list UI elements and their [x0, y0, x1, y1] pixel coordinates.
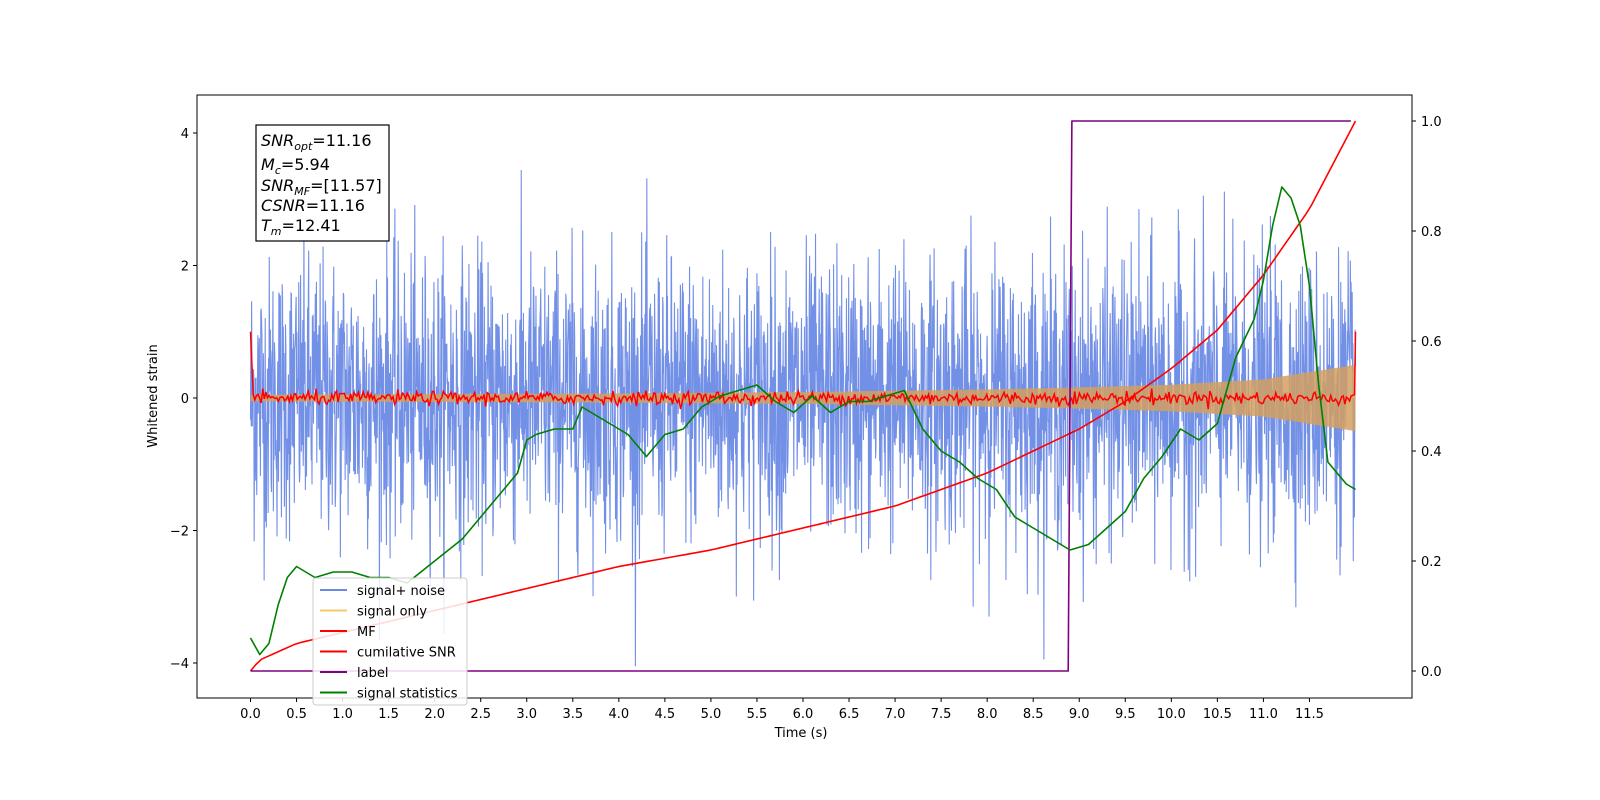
plot-frame [196, 94, 1413, 699]
info-mc: Mc=5.94 [261, 155, 330, 177]
mf-series [249, 331, 1357, 410]
x-tick-label: 3.0 [516, 707, 537, 722]
x-tick-label: 10.5 [1203, 707, 1232, 722]
x-tick-label: 2.0 [424, 707, 445, 722]
x-tick-label: 4.5 [655, 707, 676, 722]
y-left-tick-label: −4 [170, 657, 189, 672]
x-tick-label: 9.5 [1115, 707, 1136, 722]
x-tick-label: 7.0 [885, 707, 906, 722]
y-left-tick-label: 0 [181, 392, 189, 407]
x-tick-label: 11.5 [1295, 707, 1324, 722]
y-right-tick-label: 0.4 [1421, 445, 1442, 460]
signal-statistics-line [249, 186, 1356, 656]
x-tick-label: 5.0 [701, 707, 722, 722]
legend-label: signal only [357, 605, 427, 620]
info-snr-opt: SNRopt=11.16 [261, 131, 372, 153]
x-axis-ticks: 0.0 0.5 1.0 1.5 2.0 2.5 3.0 3.5 4.0 4.5 5.0 5.5 6.0 6… [240, 698, 1324, 722]
signal-only-series [250, 364, 1356, 432]
x-tick-label: 7.5 [931, 707, 952, 722]
y-right-tick-label: 0.6 [1421, 335, 1442, 350]
legend: signal+ noise signal only MF cumilative SNR… [312, 577, 468, 706]
x-tick-label: 5.5 [747, 707, 768, 722]
signal-statistics-series [249, 186, 1356, 656]
x-tick-label: 6.0 [793, 707, 814, 722]
label-series [250, 120, 1351, 672]
x-axis-label: Time (s) [774, 726, 828, 741]
y-right-tick-label: 0.0 [1421, 665, 1442, 680]
x-tick-label: 2.5 [470, 707, 491, 722]
x-tick-label: 6.5 [839, 707, 860, 722]
signal-only-band [250, 364, 1356, 432]
y-right-tick-label: 0.8 [1421, 225, 1442, 240]
y-left-tick-label: 2 [181, 260, 189, 275]
legend-label: MF [357, 625, 376, 640]
y-axis-left-label: Whitened strain [146, 344, 161, 447]
x-tick-label: 9.0 [1069, 707, 1090, 722]
x-tick-label: 1.0 [332, 707, 353, 722]
legend-label: signal statistics [357, 687, 458, 702]
y-right-tick-label: 0.2 [1421, 555, 1442, 570]
x-tick-label: 8.5 [1023, 707, 1044, 722]
legend-label: signal+ noise [357, 584, 445, 599]
info-snr-mf: SNRMF=[11.57] [261, 176, 382, 198]
x-tick-label: 3.5 [562, 707, 583, 722]
y-right-tick-label: 1.0 [1421, 115, 1442, 130]
label-line [250, 120, 1351, 672]
y-left-tick-label: 4 [181, 127, 189, 142]
x-tick-label: 10.0 [1157, 707, 1186, 722]
x-tick-label: 0.0 [240, 707, 261, 722]
legend-label: cumilative SNR [357, 646, 456, 661]
x-tick-label: 1.5 [378, 707, 399, 722]
x-tick-label: 0.5 [286, 707, 307, 722]
x-tick-label: 4.0 [608, 707, 629, 722]
legend-label: label [357, 666, 388, 681]
x-tick-label: 8.0 [977, 707, 998, 722]
info-box: SNRopt=11.16 Mc=5.94 SNRMF=[11.57] CSNR=… [255, 124, 390, 242]
y-axis-left-ticks: 4 2 0 −2 −4 [170, 127, 197, 672]
y-axis-right-ticks: 1.0 0.8 0.6 0.4 0.2 0.0 [1412, 115, 1442, 680]
x-tick-label: 11.0 [1249, 707, 1278, 722]
info-tm: Tm=12.41 [261, 216, 341, 238]
info-csnr: CSNR=11.16 [261, 196, 365, 215]
y-left-tick-label: −2 [170, 525, 189, 540]
mf-line [249, 331, 1357, 410]
